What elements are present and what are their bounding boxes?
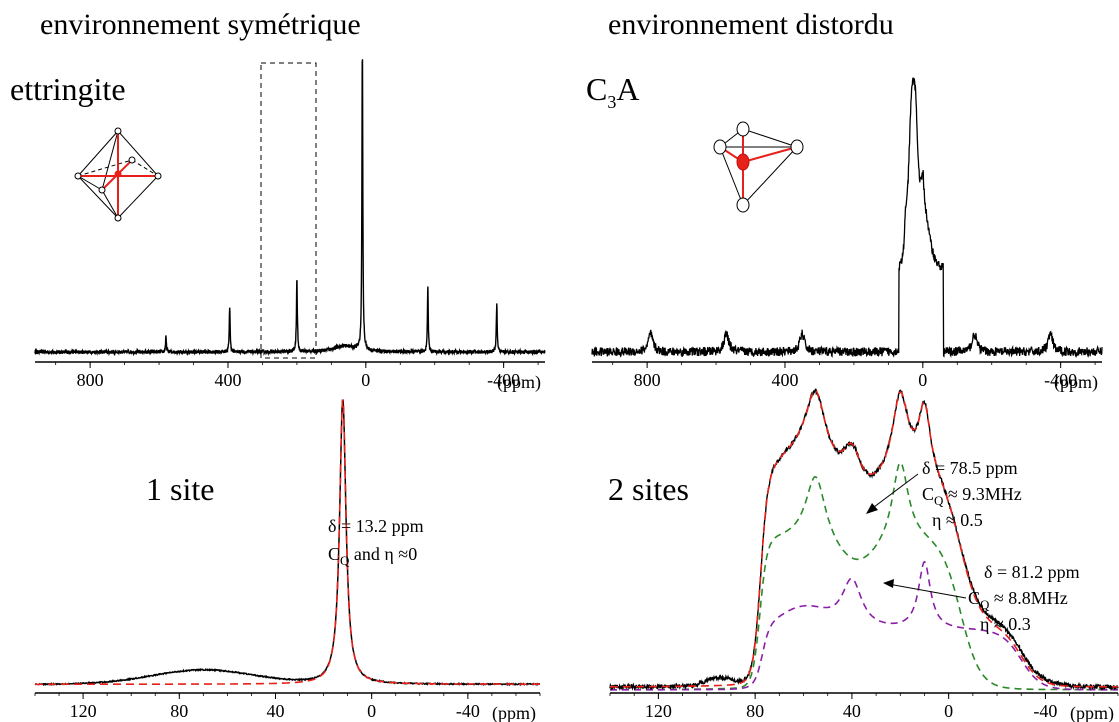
panel-label-ettringite: ettringite (10, 71, 126, 107)
zoom-region-box (260, 62, 317, 359)
x-axis-unit: (ppm) (1054, 372, 1098, 393)
x-tick-label: 120 (645, 701, 672, 721)
spectrum-top-right (591, 77, 1103, 359)
axis-top-left: 800 400 0 -400(ppm) (35, 361, 545, 393)
series-line-experimental (609, 388, 1119, 691)
x-tick-label: 0 (944, 701, 953, 721)
svg-text:C3A: C3A (586, 71, 639, 112)
series-line-experimental (34, 399, 541, 687)
annotation-site-b-eta: η ≈ 0.3 (980, 614, 1031, 634)
series-line-fit (35, 399, 540, 686)
annotation-site-a: δ = 78.5 ppm CQ ≈ 9.3MHz η ≈ 0.5 (866, 458, 1022, 530)
series-line (591, 77, 1103, 359)
svg-text:CQ ≈ 8.8MHz: CQ ≈ 8.8MHz (968, 588, 1068, 612)
annotation-site-b-delta: δ = 81.2 ppm (984, 562, 1080, 582)
x-tick-label: 0 (367, 701, 376, 721)
x-tick-label: 400 (771, 370, 798, 390)
x-tick-label: 80 (746, 701, 764, 721)
x-tick-label: 400 (214, 370, 241, 390)
x-tick-label: 80 (170, 701, 188, 721)
x-tick-label: -400 (487, 370, 520, 390)
spectrum-top-left (34, 59, 546, 357)
svg-text:CQ ≈ 9.3MHz: CQ ≈ 9.3MHz (922, 484, 1022, 508)
x-tick-label: -400 (1044, 370, 1077, 390)
annotation-site-a-delta: δ = 78.5 ppm (922, 458, 1018, 478)
spectrum-bottom-right (609, 388, 1119, 691)
x-axis-unit: (ppm) (1070, 703, 1114, 722)
axis-bottom-left: 120 80 40 0 -40 (ppm) (34, 692, 541, 722)
x-axis-unit: (ppm) (492, 703, 536, 722)
x-tick-label: -40 (456, 701, 480, 721)
annotation-site-a-eta: η ≈ 0.5 (932, 510, 983, 530)
x-tick-label: 0 (918, 370, 927, 390)
x-tick-label: 120 (70, 701, 97, 721)
title-right: environnement distordu (608, 8, 894, 41)
title-left: environnement symétrique (40, 8, 361, 41)
x-tick-label: 800 (634, 370, 661, 390)
annotation-site-b: δ = 81.2 ppm CQ ≈ 8.8MHz η ≈ 0.3 (883, 562, 1080, 634)
series-line (34, 59, 546, 357)
x-tick-label: 40 (266, 701, 284, 721)
series-line-fit (610, 389, 1118, 688)
octahedron-icon (74, 127, 162, 222)
axis-top-right: 800 400 0 -400(ppm) (592, 361, 1102, 393)
panel-label-1-site: 1 site (146, 471, 214, 507)
tetrahedron-icon (713, 121, 804, 213)
panel-label-c3a: C3A (586, 71, 639, 112)
svg-text:CQ and η ≈0: CQ and η ≈0 (328, 544, 417, 568)
x-tick-label: -40 (1033, 701, 1057, 721)
x-tick-label: 0 (361, 370, 370, 390)
axis-bottom-right: 120 80 40 0 -40 (ppm) (609, 692, 1119, 722)
x-tick-label: 800 (77, 370, 104, 390)
x-tick-label: 40 (843, 701, 861, 721)
annotation-single-site: δ = 13.2 ppm CQ and η ≈0 (328, 516, 424, 568)
spectrum-bottom-left (34, 399, 541, 687)
x-axis-unit: (ppm) (497, 372, 541, 393)
series-line-site-b (610, 560, 1118, 691)
panel-label-2-sites: 2 sites (608, 471, 689, 507)
annotation-single-delta: δ = 13.2 ppm (328, 516, 424, 536)
